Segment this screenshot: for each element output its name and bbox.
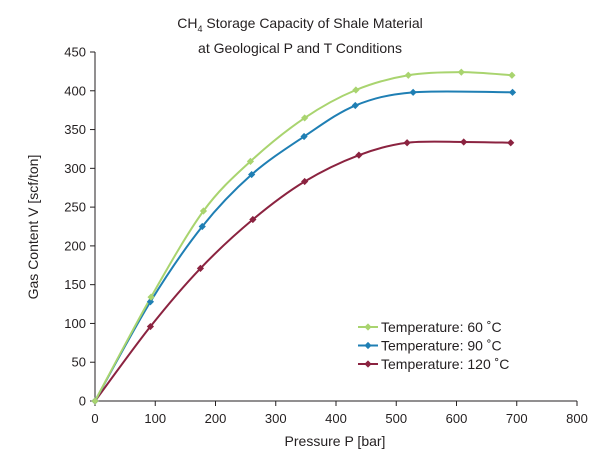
data-point [352,86,360,94]
y-tick-label: 250 [64,200,86,215]
legend-label: Temperature: 120 ˚C [381,356,509,372]
data-point [300,132,308,141]
y-axis-title: Gas Content V [scf/ton] [25,155,41,300]
legend-label: Temperature: 60 ˚C [381,319,502,335]
y-tick-label: 300 [64,161,86,176]
data-point [248,170,256,179]
legend: Temperature: 60 ˚C Temperature: 90 ˚C Temp… [358,319,509,372]
data-point [460,138,468,146]
x-tick-label: 100 [144,411,166,426]
y-tick-label: 350 [64,122,86,137]
data-point [249,215,257,224]
x-tick-label: 500 [385,411,407,426]
data-point [508,88,517,96]
data-point [91,397,99,405]
x-axis-title: Pressure P [bar] [285,433,386,449]
chart-title: CH4 Storage Capacity of Shale Material a… [150,14,450,58]
y-tick-label: 200 [64,238,86,253]
chart-title-prefix: CH [177,15,198,31]
data-point [199,207,208,215]
y-tick-label: 150 [64,277,86,292]
series-line [94,71,512,402]
data-point [146,298,155,306]
data-point [147,293,155,301]
data-point [196,264,205,272]
x-tick-label: 800 [566,411,588,426]
data-point [403,139,411,147]
x-tick-label: 600 [446,411,468,426]
data-point [246,157,255,165]
chart-title-subscript: 4 [197,23,203,34]
axes: 0 50 100 150 200 250 300 350 400 450 0 100 200 300 400… [64,45,588,427]
data-point [507,139,515,147]
chart-title-line2: at Geological P and T Conditions [198,39,402,56]
series-line [94,140,511,402]
chart-title-suffix: Storage Capacity of Shale Material [202,15,423,31]
data-point [355,151,363,159]
legend-label: Temperature: 90 ˚C [381,338,502,354]
series-markers [91,68,517,405]
x-tick-label: 200 [205,411,227,426]
y-tick-label: 100 [64,316,86,331]
data-point [301,177,309,186]
data-point [198,222,206,231]
y-tick-label: 450 [64,45,86,60]
x-tick-label: 400 [325,411,347,426]
y-tick-label: 0 [79,394,86,409]
data-point [457,68,465,76]
y-tick-label: 400 [64,83,86,98]
data-point [301,114,309,122]
x-tick-label: 300 [265,411,287,426]
legend-swatch-marker [364,323,372,331]
data-point [404,71,412,79]
y-tick-label: 50 [72,355,86,370]
data-point [409,88,417,96]
data-point [508,71,516,79]
data-point [351,101,359,110]
x-tick-label: 0 [91,411,98,426]
x-tick-label: 700 [506,411,528,426]
data-point [146,322,155,331]
legend-swatch-marker [364,360,372,368]
legend-swatch-marker [364,341,372,350]
